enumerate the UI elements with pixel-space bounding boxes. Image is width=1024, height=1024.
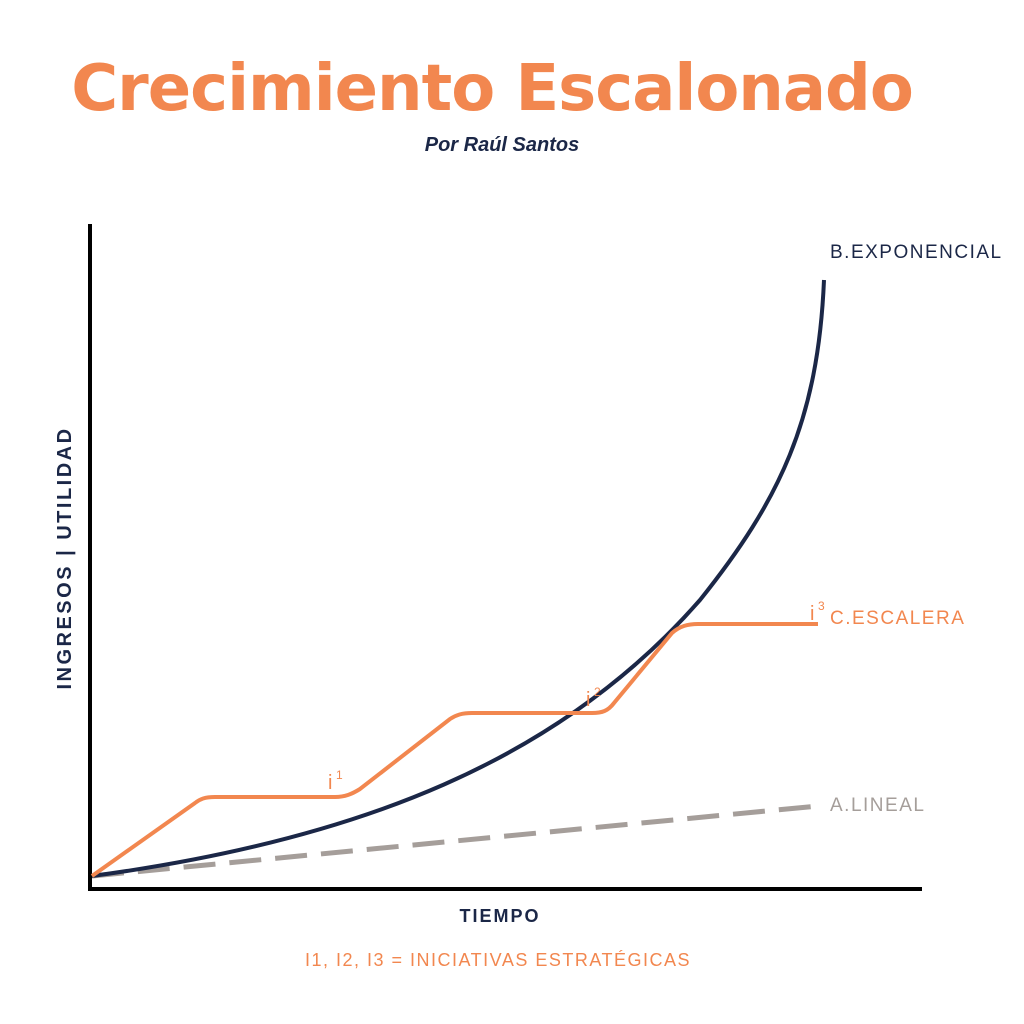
linear-line [91,803,819,879]
author-subtitle: Por Raúl Santos [424,134,580,156]
linear-label: A.LINEAL [830,795,925,816]
i2-sup: 2 [594,685,601,699]
i3-base: i [810,603,814,625]
y-axis-title: INGRESOS | UTILIDAD [54,426,76,689]
staircase-line [90,622,818,878]
initiatives-footnote: I1, I2, I3 = INICIATIVAS ESTRATÉGICAS [305,950,691,970]
initiative-marker-i3: i 3 [810,599,825,625]
page-title: Crecimiento Escalonado [71,52,914,126]
exponential-curve [91,279,826,878]
i1-base: i [328,772,332,794]
i2-base: i [586,689,590,711]
initiative-marker-i1: i 1 [328,768,343,794]
i1-sup: 1 [336,768,343,782]
x-axis-title: TIEMPO [459,906,540,926]
i3-sup: 3 [818,599,825,613]
initiative-marker-i2: i 2 [586,685,601,711]
staircase-label: C.ESCALERA [830,608,965,629]
exponential-label: B.EXPONENCIAL [830,242,1003,263]
